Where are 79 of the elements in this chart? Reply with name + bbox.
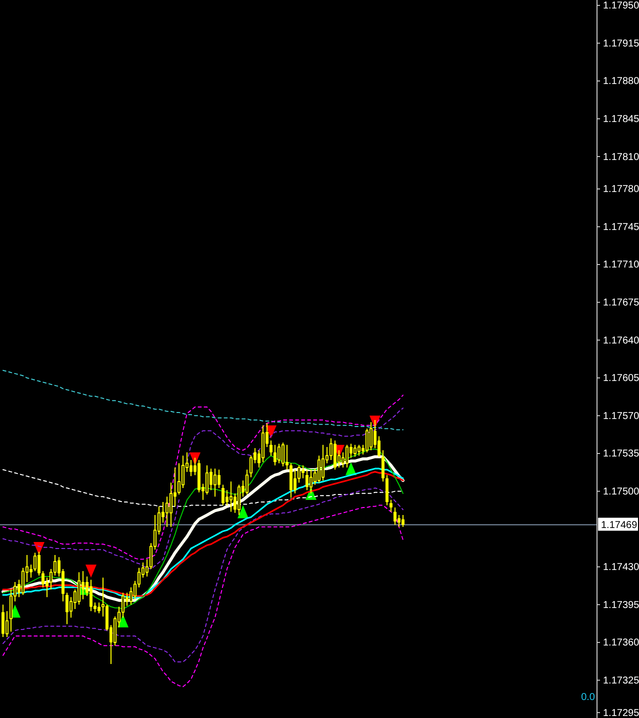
candlestick [230,481,232,512]
point [118,614,128,628]
candlestick [318,455,320,484]
candlestick [42,570,44,588]
candlestick [286,444,288,470]
y-tick-label: 1.17780 [603,184,639,196]
candlestick [98,602,100,614]
candlestick [170,482,172,528]
candlestick [22,567,24,596]
candlestick [182,455,184,489]
candlestick [6,610,8,638]
y-tick-label: 1.17745 [603,222,639,233]
candlestick [34,552,36,572]
candlestick [294,469,296,494]
candlestick [278,443,280,464]
candlestick [282,442,284,467]
candlestick [2,604,4,638]
candlestick [130,586,132,606]
candlestick [78,572,80,606]
candlestick [390,499,392,512]
y-tick-label: 1.17915 [603,38,639,50]
candlestick [394,506,396,526]
y-tick-label: 1.17950 [603,0,639,12]
point [238,505,248,518]
candlestick [90,579,92,612]
candlestick [238,484,240,516]
candlestick [246,469,248,495]
candlestick [334,440,336,470]
y-tick-label: 1.17810 [603,152,639,163]
candlestick [214,468,216,498]
candlestick [66,592,68,625]
y-tick-label: 1.17710 [603,260,639,271]
y-tick-label: 1.17675 [603,298,639,309]
y-tick-label: 1.17360 [603,638,639,649]
y-tick-label: 1.17500 [603,486,639,498]
candlestick [10,589,12,632]
candlestick [250,455,252,478]
candlestick [122,592,124,618]
y-tick-label: 1.17325 [603,675,639,686]
candlestick [190,459,192,477]
candlestick [166,496,168,528]
candlestick [270,440,272,456]
y-tick-label: 1.17295 [603,708,639,718]
candlestick [402,514,404,528]
candlestick [38,551,40,576]
candlestick [210,468,212,491]
candlestick [274,444,276,466]
y-tick-label: 1.17845 [603,114,639,125]
line-series [2,488,404,662]
candlestick [226,490,228,506]
point [266,425,276,438]
candlestick [398,514,400,528]
y-tick-label: 1.17395 [603,600,639,611]
candlestick [218,469,220,489]
y-tick-label: 1.17605 [603,373,639,384]
ref-line-label: 1.17469 [601,520,638,532]
candlestick [358,444,360,456]
candlestick [206,464,208,495]
y-tick-label: 1.17570 [603,410,639,422]
candlestick [366,428,368,453]
text: 0.0 [581,692,596,703]
line-series [2,504,404,688]
candlestick [222,484,224,506]
y-tick-label: 1.17535 [603,448,639,460]
point [86,564,96,578]
candlestick [178,462,180,495]
candlestick [382,450,384,482]
candlestick [306,469,308,491]
y-tick-label: 1.17430 [603,562,639,574]
y-tick-label: 1.17640 [603,335,639,346]
candlestick [370,422,372,451]
candlestick [346,444,348,468]
candlestick [310,469,312,494]
candlestick [322,444,324,481]
candlestick [354,444,356,458]
candlestick [82,570,84,600]
y-tick-label: 1.17880 [603,76,639,88]
candlestick [386,474,388,506]
candlestick [302,464,304,479]
